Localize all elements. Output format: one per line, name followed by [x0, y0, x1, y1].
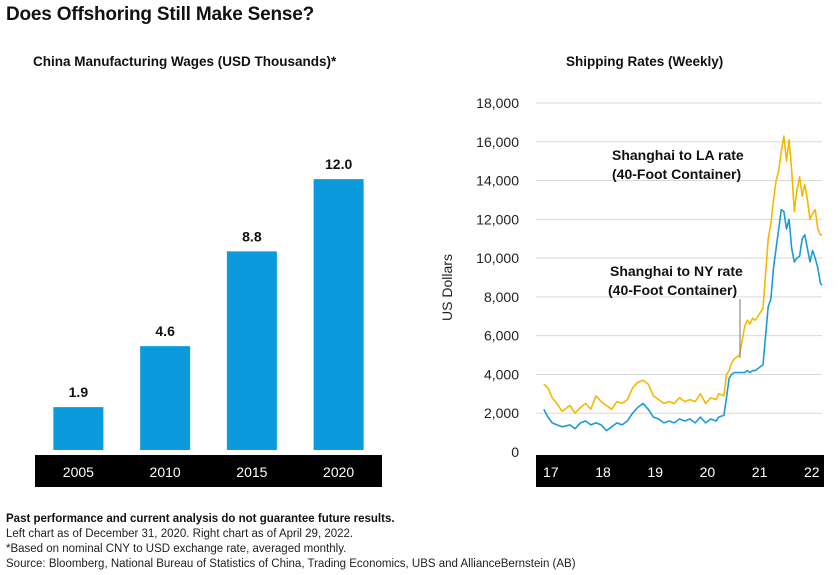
- y-tick-label-4000: 4,000: [484, 366, 519, 382]
- bar-2020: [313, 179, 364, 450]
- y-tick-label-16000: 16,000: [476, 134, 519, 150]
- line-x-axis-band: [536, 455, 824, 487]
- x-tick-label-19: 19: [647, 464, 663, 480]
- footer-note: *Based on nominal CNY to USD exchange ra…: [6, 543, 347, 555]
- x-tick-label-20: 20: [700, 464, 716, 480]
- y-tick-label-0: 0: [511, 444, 519, 460]
- line-chart-title: Shipping Rates (Weekly): [566, 54, 724, 69]
- bar-2010: [140, 346, 191, 450]
- footer-source: Source: Bloomberg, National Bureau of St…: [6, 558, 576, 570]
- x-tick-label-18: 18: [595, 464, 611, 480]
- label-ny-line-2: (40-Foot Container): [608, 282, 737, 298]
- footer-dates: Left chart as of December 31, 2020. Righ…: [6, 528, 354, 540]
- series-line-la: [543, 135, 822, 415]
- bar-value-label-2015: 8.8: [242, 228, 262, 244]
- x-tick-label-21: 21: [752, 464, 768, 480]
- label-la-line-1: Shanghai to LA rate: [612, 147, 744, 163]
- series-line-ny: [543, 208, 823, 432]
- bar-value-label-2020: 12.0: [325, 156, 352, 172]
- bar-x-tick-2010: 2010: [150, 464, 181, 480]
- footer-notes: Past performance and current analysis do…: [6, 512, 576, 572]
- label-ny-line-1: Shanghai to NY rate: [610, 263, 743, 279]
- y-axis-label: US Dollars: [439, 254, 455, 321]
- label-la-line-2: (40-Foot Container): [612, 166, 741, 182]
- y-tick-label-2000: 2,000: [484, 405, 519, 421]
- bar-2015: [226, 251, 277, 450]
- y-tick-label-14000: 14,000: [476, 173, 519, 189]
- bar-x-tick-2020: 2020: [323, 464, 354, 480]
- page-title: Does Offshoring Still Make Sense?: [6, 4, 315, 25]
- bar-value-label-2010: 4.6: [155, 323, 175, 339]
- y-tick-label-6000: 6,000: [484, 328, 519, 344]
- bar-value-label-2005: 1.9: [69, 384, 89, 400]
- y-tick-label-12000: 12,000: [476, 211, 519, 227]
- x-tick-label-17: 17: [543, 464, 559, 480]
- y-tick-label-18000: 18,000: [476, 95, 519, 111]
- footer-disclaimer: Past performance and current analysis do…: [6, 513, 395, 525]
- shipping-line-chart: 0 2,000 4,000 6,000 8,000 10,000 12,000 14,000 1…: [439, 95, 824, 487]
- bar-x-axis-band: [35, 455, 382, 487]
- bar-x-tick-2005: 2005: [63, 464, 94, 480]
- wages-bar-chart: 1.9 2005 4.6 2010 8.8 2015 12.0 2020: [35, 156, 382, 487]
- bar-x-tick-2015: 2015: [236, 464, 267, 480]
- bar-chart-title: China Manufacturing Wages (USD Thousands…: [33, 54, 337, 69]
- bar-2005: [53, 407, 104, 450]
- x-tick-label-22: 22: [804, 464, 820, 480]
- y-tick-label-10000: 10,000: [476, 250, 519, 266]
- y-tick-label-8000: 8,000: [484, 289, 519, 305]
